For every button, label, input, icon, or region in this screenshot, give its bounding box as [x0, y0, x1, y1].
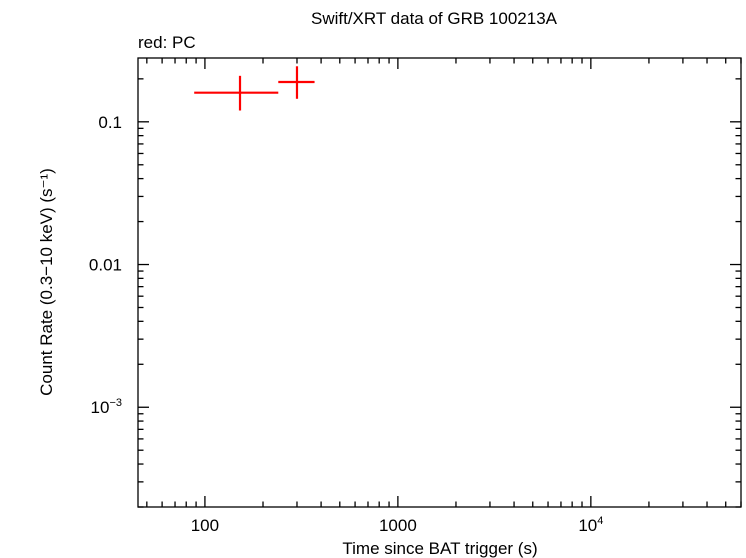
x-tick-label: 1000 [379, 516, 417, 535]
plot-frame [137, 57, 742, 508]
chart-title: Swift/XRT data of GRB 100213A [311, 9, 558, 28]
x-axis-label: Time since BAT trigger (s) [342, 539, 537, 558]
y-tick-label: 0.01 [89, 256, 122, 275]
chart-subtitle: red: PC [138, 33, 196, 52]
axis-ticks [138, 58, 742, 508]
y-tick-label: 0.1 [98, 113, 122, 132]
y-axis-label: Count Rate (0.3−10 keV) (s⁻¹) [37, 168, 56, 396]
y-tick-label: 10−3 [91, 397, 122, 417]
data-marks [194, 66, 315, 111]
axis-tick-labels: 100 1000 104 0.1 0.01 10−3 [89, 113, 603, 535]
x-tick-label: 104 [578, 515, 603, 535]
x-tick-label: 100 [191, 516, 219, 535]
